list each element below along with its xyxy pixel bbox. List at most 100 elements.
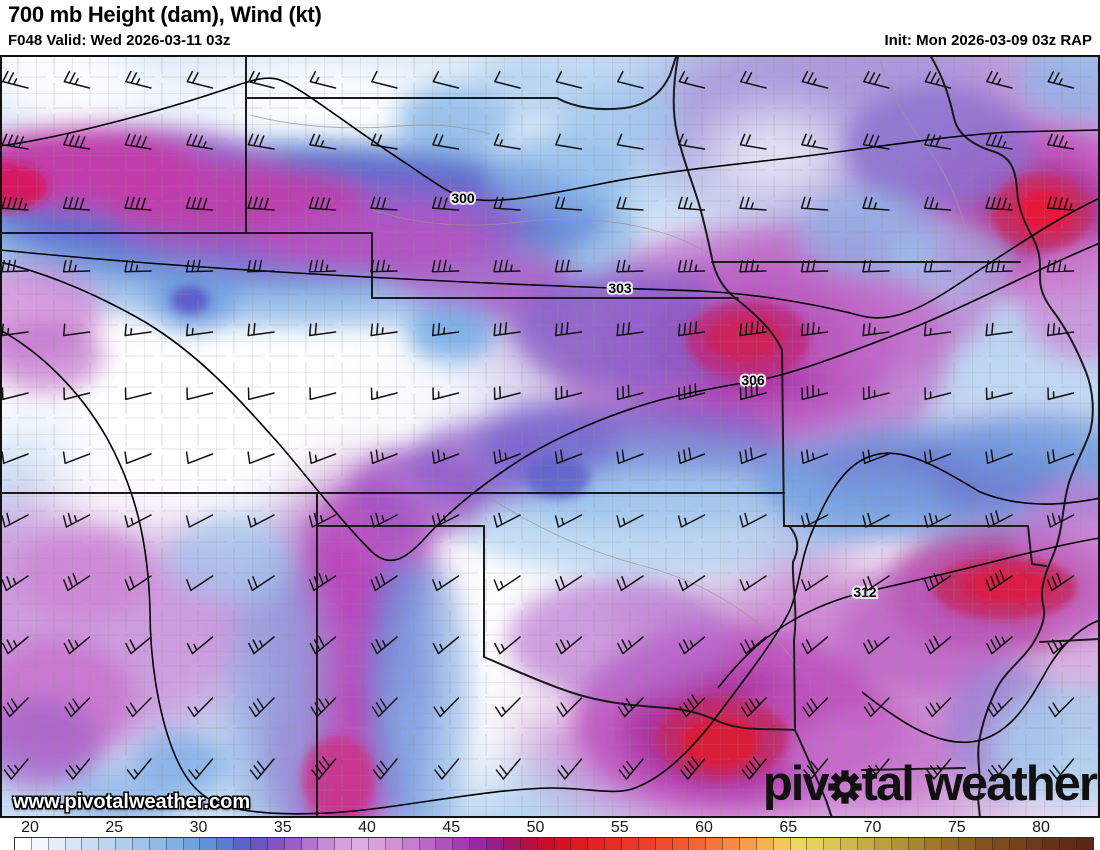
colorbar-segment — [807, 838, 825, 850]
colorbar-segment — [217, 838, 235, 850]
colorbar-segment — [621, 838, 639, 850]
colorbar-tick-label: 75 — [947, 819, 966, 836]
colorbar-segment — [116, 838, 134, 850]
colorbar-segment — [638, 838, 656, 850]
colorbar-segment — [149, 838, 167, 850]
colorbar-segment — [1009, 838, 1027, 850]
colorbar-segment — [301, 838, 319, 850]
colorbar-tick-label: 20 — [21, 819, 39, 836]
colorbar-segment — [925, 838, 943, 850]
colorbar-zone: 20 25 30 35 40 45 50 55 60 65 70 75 80 — [0, 818, 1100, 850]
contour-312 — [717, 537, 1100, 689]
colorbar-segment — [369, 838, 386, 850]
valid-time-label: F048 Valid: Wed 2026-03-11 03z — [8, 32, 231, 49]
contour-300 — [0, 77, 1100, 202]
height-contours-layer — [0, 77, 1100, 815]
gear-icon — [827, 765, 863, 814]
colorbar-segment — [65, 838, 83, 850]
colorbar-segment — [588, 838, 606, 850]
colorbar-segment — [335, 838, 353, 850]
colorbar-tick-label: 80 — [1032, 819, 1050, 836]
colorbar-tick-label: 50 — [526, 819, 545, 836]
colorbar-segment — [318, 838, 336, 850]
colorbar-segment — [267, 838, 285, 850]
colorbar-segment — [874, 838, 892, 850]
colorbar-segment — [402, 838, 420, 850]
colorbar-tick-label: 35 — [273, 819, 292, 836]
colorbar-segment — [234, 838, 252, 850]
colorbar-tick-label: 60 — [695, 819, 713, 836]
colorbar-segment — [1026, 838, 1044, 850]
colorbar-segment — [1060, 838, 1078, 850]
colorbar-segment — [1077, 838, 1093, 850]
map-area: 300 303 306 312 — [0, 55, 1100, 818]
map-frame — [0, 55, 1100, 818]
header: 700 mb Height (dam), Wind (kt) F048 Vali… — [0, 0, 1100, 55]
county-lines-layer — [0, 55, 1100, 818]
colorbar-segment — [99, 838, 117, 850]
logo-text-weather: weather — [924, 757, 1098, 811]
colorbar-segment — [133, 838, 150, 850]
colorbar-segment — [605, 838, 622, 850]
colorbar-segment — [200, 838, 218, 850]
colorbar-segment — [975, 838, 993, 850]
colorbar-segment — [15, 838, 32, 850]
colorbar-segment — [554, 838, 572, 850]
colorbar-segment — [908, 838, 926, 850]
logo-text-tal: tal — [861, 757, 915, 811]
colorbar-segment — [959, 838, 976, 850]
contour-label-300: 300 — [451, 190, 475, 206]
colorbar-segment — [824, 838, 842, 850]
colorbar-segment — [1043, 838, 1061, 850]
colorbar-segment — [672, 838, 690, 850]
colorbar-segment — [841, 838, 858, 850]
colorbar-tick-label: 40 — [358, 819, 376, 836]
contour-306 — [0, 242, 1100, 562]
colorbar-segment — [790, 838, 808, 850]
colorbar-segment — [183, 838, 201, 850]
contour-label-303: 303 — [608, 280, 632, 296]
colorbar-tick-label: 55 — [610, 819, 629, 836]
colorbar-tick-label: 65 — [779, 819, 798, 836]
colorbar-segment — [470, 838, 488, 850]
colorbar-segment — [48, 838, 66, 850]
colorbar-segment — [537, 838, 555, 850]
colorbar-segment — [739, 838, 757, 850]
colorbar-tick-label: 30 — [189, 819, 208, 836]
colorbar-segment — [689, 838, 707, 850]
colorbar-segment — [251, 838, 268, 850]
wind-barbs-layer — [1, 70, 1075, 780]
colorbar-tick-label: 25 — [105, 819, 124, 836]
colorbar-segment — [992, 838, 1010, 850]
colorbar-segment — [942, 838, 960, 850]
colorbar-segment — [655, 838, 673, 850]
colorbar-segment — [487, 838, 504, 850]
brand-logo: piv tal weather — [762, 757, 1098, 814]
colorbar-segment — [453, 838, 471, 850]
colorbar-segment — [31, 838, 49, 850]
colorbar-segment — [352, 838, 370, 850]
contour-309 — [0, 329, 1100, 815]
colorbar-segment — [503, 838, 521, 850]
colorbar-segment — [166, 838, 184, 850]
page-title: 700 mb Height (dam), Wind (kt) — [8, 2, 322, 27]
colorbar-segment — [723, 838, 740, 850]
init-time-label: Init: Mon 2026-03-09 03z RAP — [884, 32, 1092, 49]
colorbar-segment — [857, 838, 875, 850]
colorbar-segment — [284, 838, 302, 850]
logo-text-piv: piv — [762, 757, 830, 811]
colorbar-segment — [706, 838, 724, 850]
colorbar-segment — [891, 838, 909, 850]
colorbar-segment — [82, 838, 100, 850]
contour-303 — [0, 197, 1100, 319]
colorbar — [14, 837, 1094, 850]
colorbar-segment — [520, 838, 538, 850]
colorbar-segment — [385, 838, 403, 850]
colorbar-segment — [773, 838, 791, 850]
watermark: www.pivotalweather.com — [13, 791, 251, 813]
colorbar-segment — [419, 838, 437, 850]
colorbar-segment — [756, 838, 774, 850]
